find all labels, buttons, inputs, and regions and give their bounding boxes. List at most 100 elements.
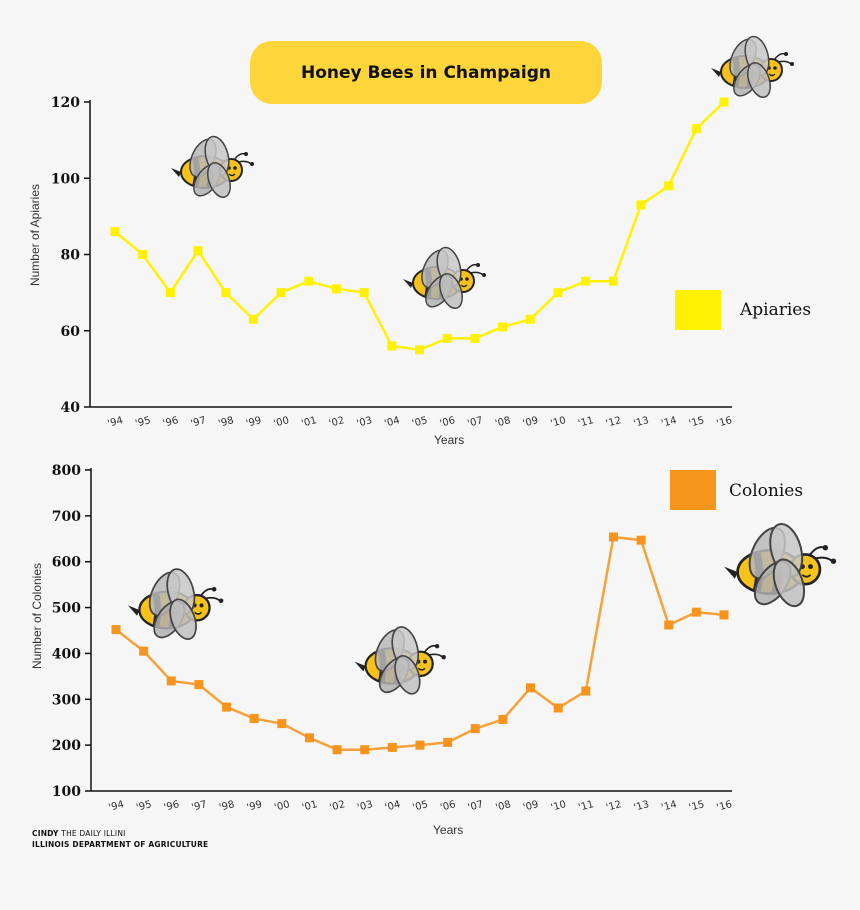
data-point-marker xyxy=(304,733,314,743)
data-point-marker xyxy=(442,333,452,343)
data-point-marker xyxy=(581,276,591,286)
data-point-marker xyxy=(166,676,176,686)
y-tick-label: 200 xyxy=(52,738,81,754)
chart2-series-line xyxy=(115,535,725,751)
chart-title: Honey Bees in Champaign xyxy=(250,41,602,104)
x-tick-label: '08 xyxy=(494,799,512,814)
y-tick-label: 60 xyxy=(61,324,81,340)
x-tick-label: '13 xyxy=(632,415,650,430)
data-point-marker xyxy=(525,314,535,324)
apiaries-chart: 40 60 80 100 120 '94 '95 '96 '97 '98 '99 '00 '01 '02 '… xyxy=(51,95,734,430)
bee-icon xyxy=(128,566,223,643)
y-tick-label: 400 xyxy=(52,646,81,662)
x-tick-label: '02 xyxy=(328,415,346,430)
data-point-marker xyxy=(498,322,508,332)
data-point-marker xyxy=(636,200,646,210)
x-tick-label: '15 xyxy=(688,799,706,814)
x-tick-label: '09 xyxy=(522,799,540,814)
x-tick-label: '07 xyxy=(466,415,484,430)
x-tick-label: '04 xyxy=(384,799,402,814)
data-point-marker xyxy=(276,288,286,298)
data-point-marker xyxy=(526,683,536,693)
colonies-legend-label: Colonies xyxy=(729,481,804,501)
data-point-marker xyxy=(636,535,646,545)
data-point-marker xyxy=(608,532,618,542)
y-tick-label: 80 xyxy=(61,248,81,264)
data-point-marker xyxy=(111,625,121,635)
data-point-marker xyxy=(719,97,729,107)
x-tick-label: '04 xyxy=(383,415,401,430)
x-tick-label: '12 xyxy=(605,799,623,814)
data-point-marker xyxy=(691,124,701,134)
data-point-marker xyxy=(581,686,591,696)
data-point-marker xyxy=(221,288,231,298)
data-point-marker xyxy=(664,620,674,630)
x-tick-label: '99 xyxy=(246,799,264,814)
x-tick-label: '96 xyxy=(162,415,180,430)
x-tick-label: '97 xyxy=(190,415,208,430)
bee-icon xyxy=(711,34,794,101)
x-tick-label: '12 xyxy=(605,415,623,430)
data-point-marker xyxy=(443,737,453,747)
y-tick-label: 700 xyxy=(52,509,81,525)
data-point-marker xyxy=(553,703,563,713)
data-point-marker xyxy=(470,333,480,343)
x-tick-label: '08 xyxy=(494,415,512,430)
x-tick-label: '05 xyxy=(411,799,429,814)
data-point-marker xyxy=(277,719,287,729)
x-tick-label: '16 xyxy=(715,799,733,814)
data-point-marker xyxy=(248,314,258,324)
credit-author: CINDY xyxy=(32,829,59,838)
credit-line-2: ILLINOIS DEPARTMENT OF AGRICULTURE xyxy=(32,840,208,849)
data-point-marker xyxy=(139,646,149,656)
data-point-marker xyxy=(360,745,370,755)
data-point-marker xyxy=(222,702,232,712)
x-tick-label: '00 xyxy=(273,415,291,430)
x-tick-label: '05 xyxy=(411,415,429,430)
y-tick-label: 100 xyxy=(52,784,81,800)
y-tick-label: 100 xyxy=(51,171,80,187)
x-tick-label: '94 xyxy=(107,799,125,814)
x-tick-label: '06 xyxy=(439,415,457,430)
data-point-marker xyxy=(691,607,701,617)
data-point-marker xyxy=(387,742,397,752)
x-tick-label: '11 xyxy=(577,799,595,814)
credit-source: ILLINOIS DEPARTMENT OF AGRICULTURE xyxy=(32,840,209,849)
x-tick-label: '03 xyxy=(356,799,374,814)
data-point-marker xyxy=(331,284,341,294)
apiaries-legend-label: Apiaries xyxy=(740,300,812,320)
y-tick-label: 500 xyxy=(52,601,81,617)
bee-icon xyxy=(355,624,446,697)
data-point-marker xyxy=(165,288,175,298)
x-tick-label: '16 xyxy=(715,415,733,430)
data-point-marker xyxy=(415,740,425,750)
bee-icon xyxy=(724,520,836,610)
y-tick-label: 300 xyxy=(52,692,81,708)
data-point-marker xyxy=(664,181,674,191)
x-tick-label: '99 xyxy=(245,415,263,430)
colonies-chart: 100 200 300 400 500 600 700 800 '94 '95 '96 '97 '98 '… xyxy=(52,463,734,814)
x-tick-label: '14 xyxy=(660,415,678,430)
data-point-marker xyxy=(332,745,342,755)
data-point-marker xyxy=(719,610,729,620)
x-tick-label: '98 xyxy=(217,415,235,430)
x-tick-label: '01 xyxy=(301,799,319,814)
x-tick-label: '02 xyxy=(329,799,347,814)
data-point-marker xyxy=(387,341,397,351)
y-tick-label: 40 xyxy=(61,400,81,416)
x-tick-label: '98 xyxy=(218,799,236,814)
y-tick-label: 800 xyxy=(52,463,81,479)
x-tick-label: '10 xyxy=(549,415,567,430)
apiaries-legend-swatch xyxy=(675,290,721,330)
data-point-marker xyxy=(193,246,203,256)
data-point-marker xyxy=(304,276,314,286)
data-point-marker xyxy=(359,288,369,298)
x-tick-label: '06 xyxy=(439,799,457,814)
colonies-legend-swatch xyxy=(670,470,716,510)
data-point-marker xyxy=(608,276,618,286)
x-tick-label: '15 xyxy=(688,415,706,430)
colonies-x-axis-title: Years xyxy=(433,823,464,837)
apiaries-x-axis-title: Years xyxy=(434,433,465,447)
x-tick-label: '96 xyxy=(163,799,181,814)
